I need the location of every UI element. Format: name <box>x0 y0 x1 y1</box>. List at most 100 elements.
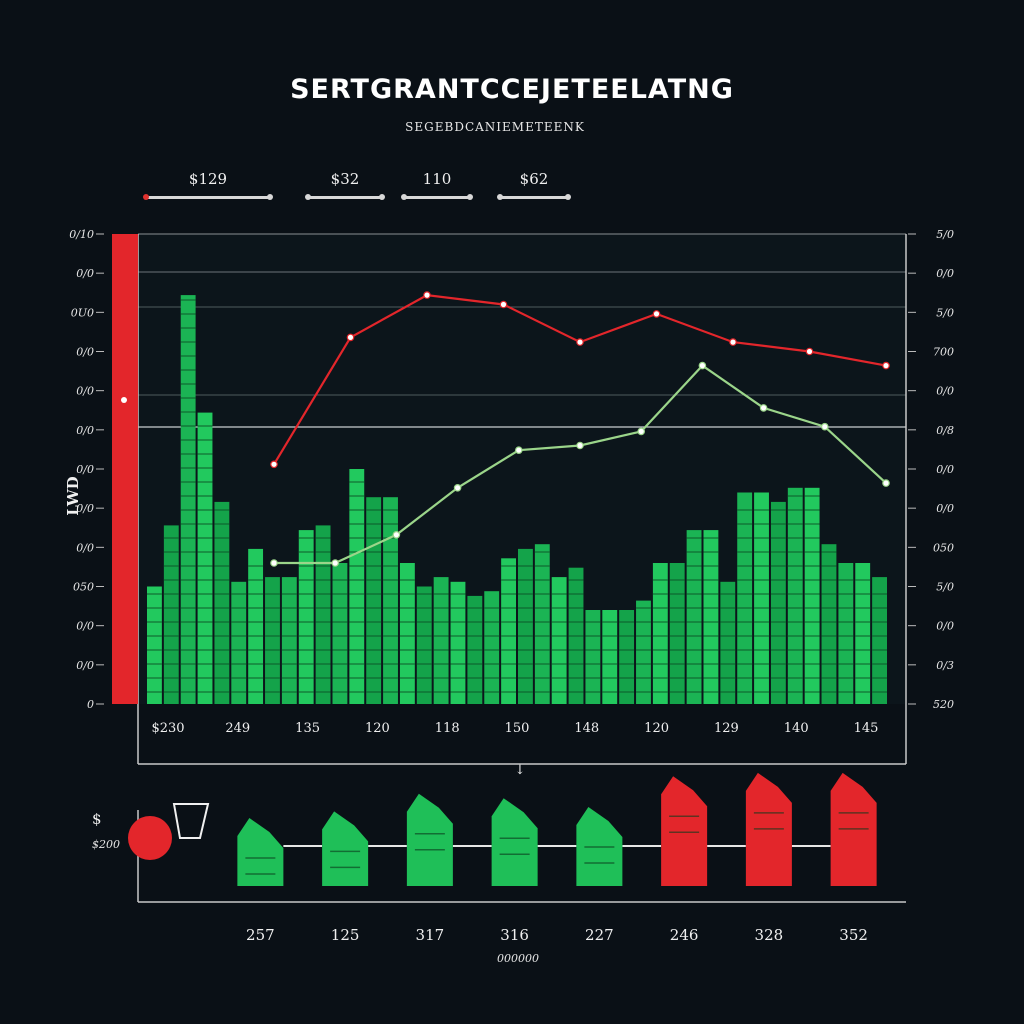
y-tick-left: 0 <box>87 698 94 711</box>
y-tick-right: 0/8 <box>936 424 954 437</box>
bottom-category-label: 328 <box>755 926 784 944</box>
bar <box>231 581 247 704</box>
bar <box>855 563 871 704</box>
bottom-caption: 000000 <box>497 952 539 965</box>
green-line-point <box>698 361 707 370</box>
y-tick-left: 0/0 <box>76 620 94 633</box>
x-tick-label: 148 <box>574 721 599 736</box>
bottom-bar <box>491 798 538 886</box>
y-tick-left: 0/0 <box>76 424 94 437</box>
y-tick-left: 0/0 <box>76 659 94 672</box>
bar <box>838 563 854 704</box>
green-line-point <box>514 446 523 455</box>
green-line-point <box>882 479 890 487</box>
bar <box>754 492 769 704</box>
bar <box>585 610 601 704</box>
x-tick-label: 140 <box>784 721 809 736</box>
coin-label: $ <box>92 810 102 828</box>
bar <box>770 501 786 704</box>
bar <box>686 530 702 704</box>
y-tick-right: 0/0 <box>936 620 954 633</box>
bar <box>484 591 500 704</box>
y-tick-right: 0/3 <box>936 659 954 672</box>
y-tick-right: 0/0 <box>936 502 954 515</box>
stat-4-value: $62 <box>519 170 549 188</box>
red-coin-icon <box>128 816 172 860</box>
chart-subtitle: SEGEBDCANIEMETEENK <box>405 120 585 134</box>
x-tick-label: 120 <box>365 721 390 736</box>
stat-1: $129 <box>143 170 273 204</box>
bar <box>872 577 887 704</box>
bar <box>720 581 736 704</box>
bottom-category-label: 352 <box>839 926 868 944</box>
x-tick-label: 118 <box>435 721 460 736</box>
stat-1-bar <box>143 194 273 200</box>
bar <box>214 501 230 704</box>
y-tick-left: 0/0 <box>76 541 94 554</box>
red-line-point <box>499 300 508 309</box>
axis-pointer: ↓ <box>515 763 526 778</box>
bar <box>298 530 314 704</box>
bar <box>416 586 432 704</box>
x-tick-label: 145 <box>854 721 879 736</box>
stat-3-bar <box>401 194 473 200</box>
red-line-point <box>882 361 890 370</box>
red-line-point <box>423 291 431 299</box>
bottom-bar <box>661 776 708 886</box>
y-tick-right: 5/0 <box>936 306 954 319</box>
bottom-category-label: 227 <box>585 926 614 944</box>
y-tick-right: 700 <box>933 346 954 359</box>
bar <box>163 525 179 704</box>
y-tick-left: 050 <box>73 581 94 594</box>
green-line-point <box>453 483 462 492</box>
y-tick-left: 0/0 <box>76 385 94 398</box>
left-axis-label: LWD <box>64 476 82 515</box>
bar <box>703 530 719 704</box>
bottom-category-label: 246 <box>670 926 699 944</box>
red-line-point <box>805 347 814 356</box>
bar <box>197 412 213 704</box>
bar <box>636 600 651 704</box>
x-tick-label: $230 <box>151 721 184 736</box>
bar <box>383 497 398 704</box>
chart-title: SERTGRANTCCEJETEELATNG <box>290 74 734 105</box>
bar <box>180 295 196 704</box>
y-tick-right: 520 <box>933 698 954 711</box>
bar <box>265 577 280 704</box>
bar <box>518 548 533 704</box>
y-tick-left: 0/0 <box>76 502 94 515</box>
bar <box>501 558 516 704</box>
stat-2: $32 <box>305 170 385 204</box>
bar <box>737 492 753 704</box>
x-tick-label: 135 <box>295 721 320 736</box>
stat-2-value: $32 <box>330 170 360 188</box>
x-tick-label: 120 <box>644 721 669 736</box>
stat-4-bar <box>497 194 571 200</box>
y-tick-right: 050 <box>933 541 954 554</box>
y-tick-right: 5/0 <box>936 228 954 241</box>
red-line-point <box>346 333 355 342</box>
bar <box>821 544 837 704</box>
bar <box>551 577 567 704</box>
bottom-left-label: $200 <box>92 838 120 851</box>
left-red-band <box>112 234 138 704</box>
bar <box>248 548 264 704</box>
bar <box>332 563 348 704</box>
band-marker <box>121 397 127 403</box>
bar <box>349 469 365 704</box>
bar <box>433 577 449 704</box>
stat-4: $62 <box>497 170 571 204</box>
bar <box>619 610 635 704</box>
bottom-category-label: 257 <box>246 926 275 944</box>
green-line-point <box>331 559 340 567</box>
y-tick-right: 0/0 <box>936 385 954 398</box>
y-tick-left: 0/10 <box>69 228 94 241</box>
bar <box>281 577 297 704</box>
bar <box>399 563 415 704</box>
bar <box>366 497 382 704</box>
y-tick-left: 0/0 <box>76 346 94 359</box>
y-tick-right: 0/0 <box>936 267 954 280</box>
y-tick-left: 0U0 <box>71 306 94 319</box>
bar <box>315 525 331 704</box>
